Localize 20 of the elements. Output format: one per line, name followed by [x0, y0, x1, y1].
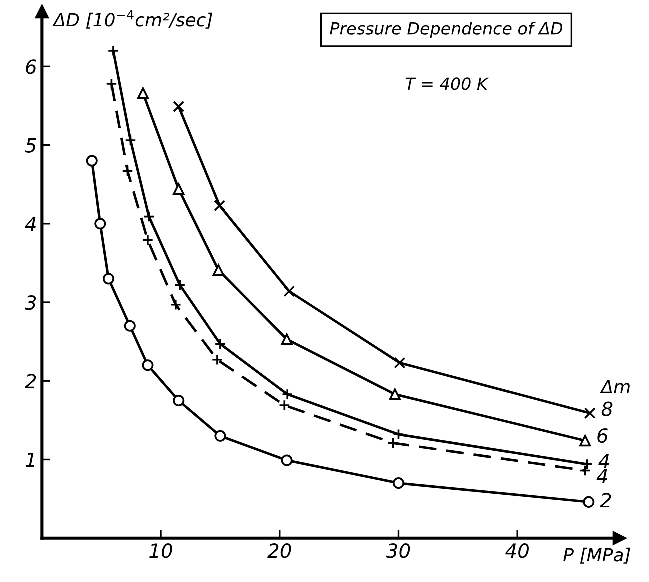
- y-tick-label: 5: [25, 138, 36, 153]
- x-tick-label: 10: [150, 544, 172, 558]
- series-label: 4: [596, 469, 608, 484]
- x-tick-label: 30: [386, 544, 410, 558]
- y-tick-label: 4: [25, 217, 36, 232]
- x-axis-title: P [MPa]: [564, 548, 630, 564]
- y-tick-label: 2: [25, 374, 36, 389]
- series-label: 2: [600, 493, 612, 508]
- y-tick-label: 3: [24, 295, 36, 310]
- annotation: T = 400 K: [406, 78, 490, 90]
- y-tick-label: 6: [26, 60, 36, 74]
- x-tick-label: 40: [506, 544, 529, 558]
- y-axis-title: ΔD [10$^{−4}$cm²/sec]: [52, 10, 212, 29]
- series-label: 4: [598, 454, 610, 468]
- text: Pressure Dependence of ΔD: [330, 22, 563, 38]
- x-tick-label: 20: [268, 544, 292, 558]
- series-label: 8: [602, 402, 613, 416]
- y-tick-label: 1: [26, 452, 34, 468]
- legend-title: Δm: [600, 380, 630, 394]
- series-label: 6: [598, 428, 608, 444]
